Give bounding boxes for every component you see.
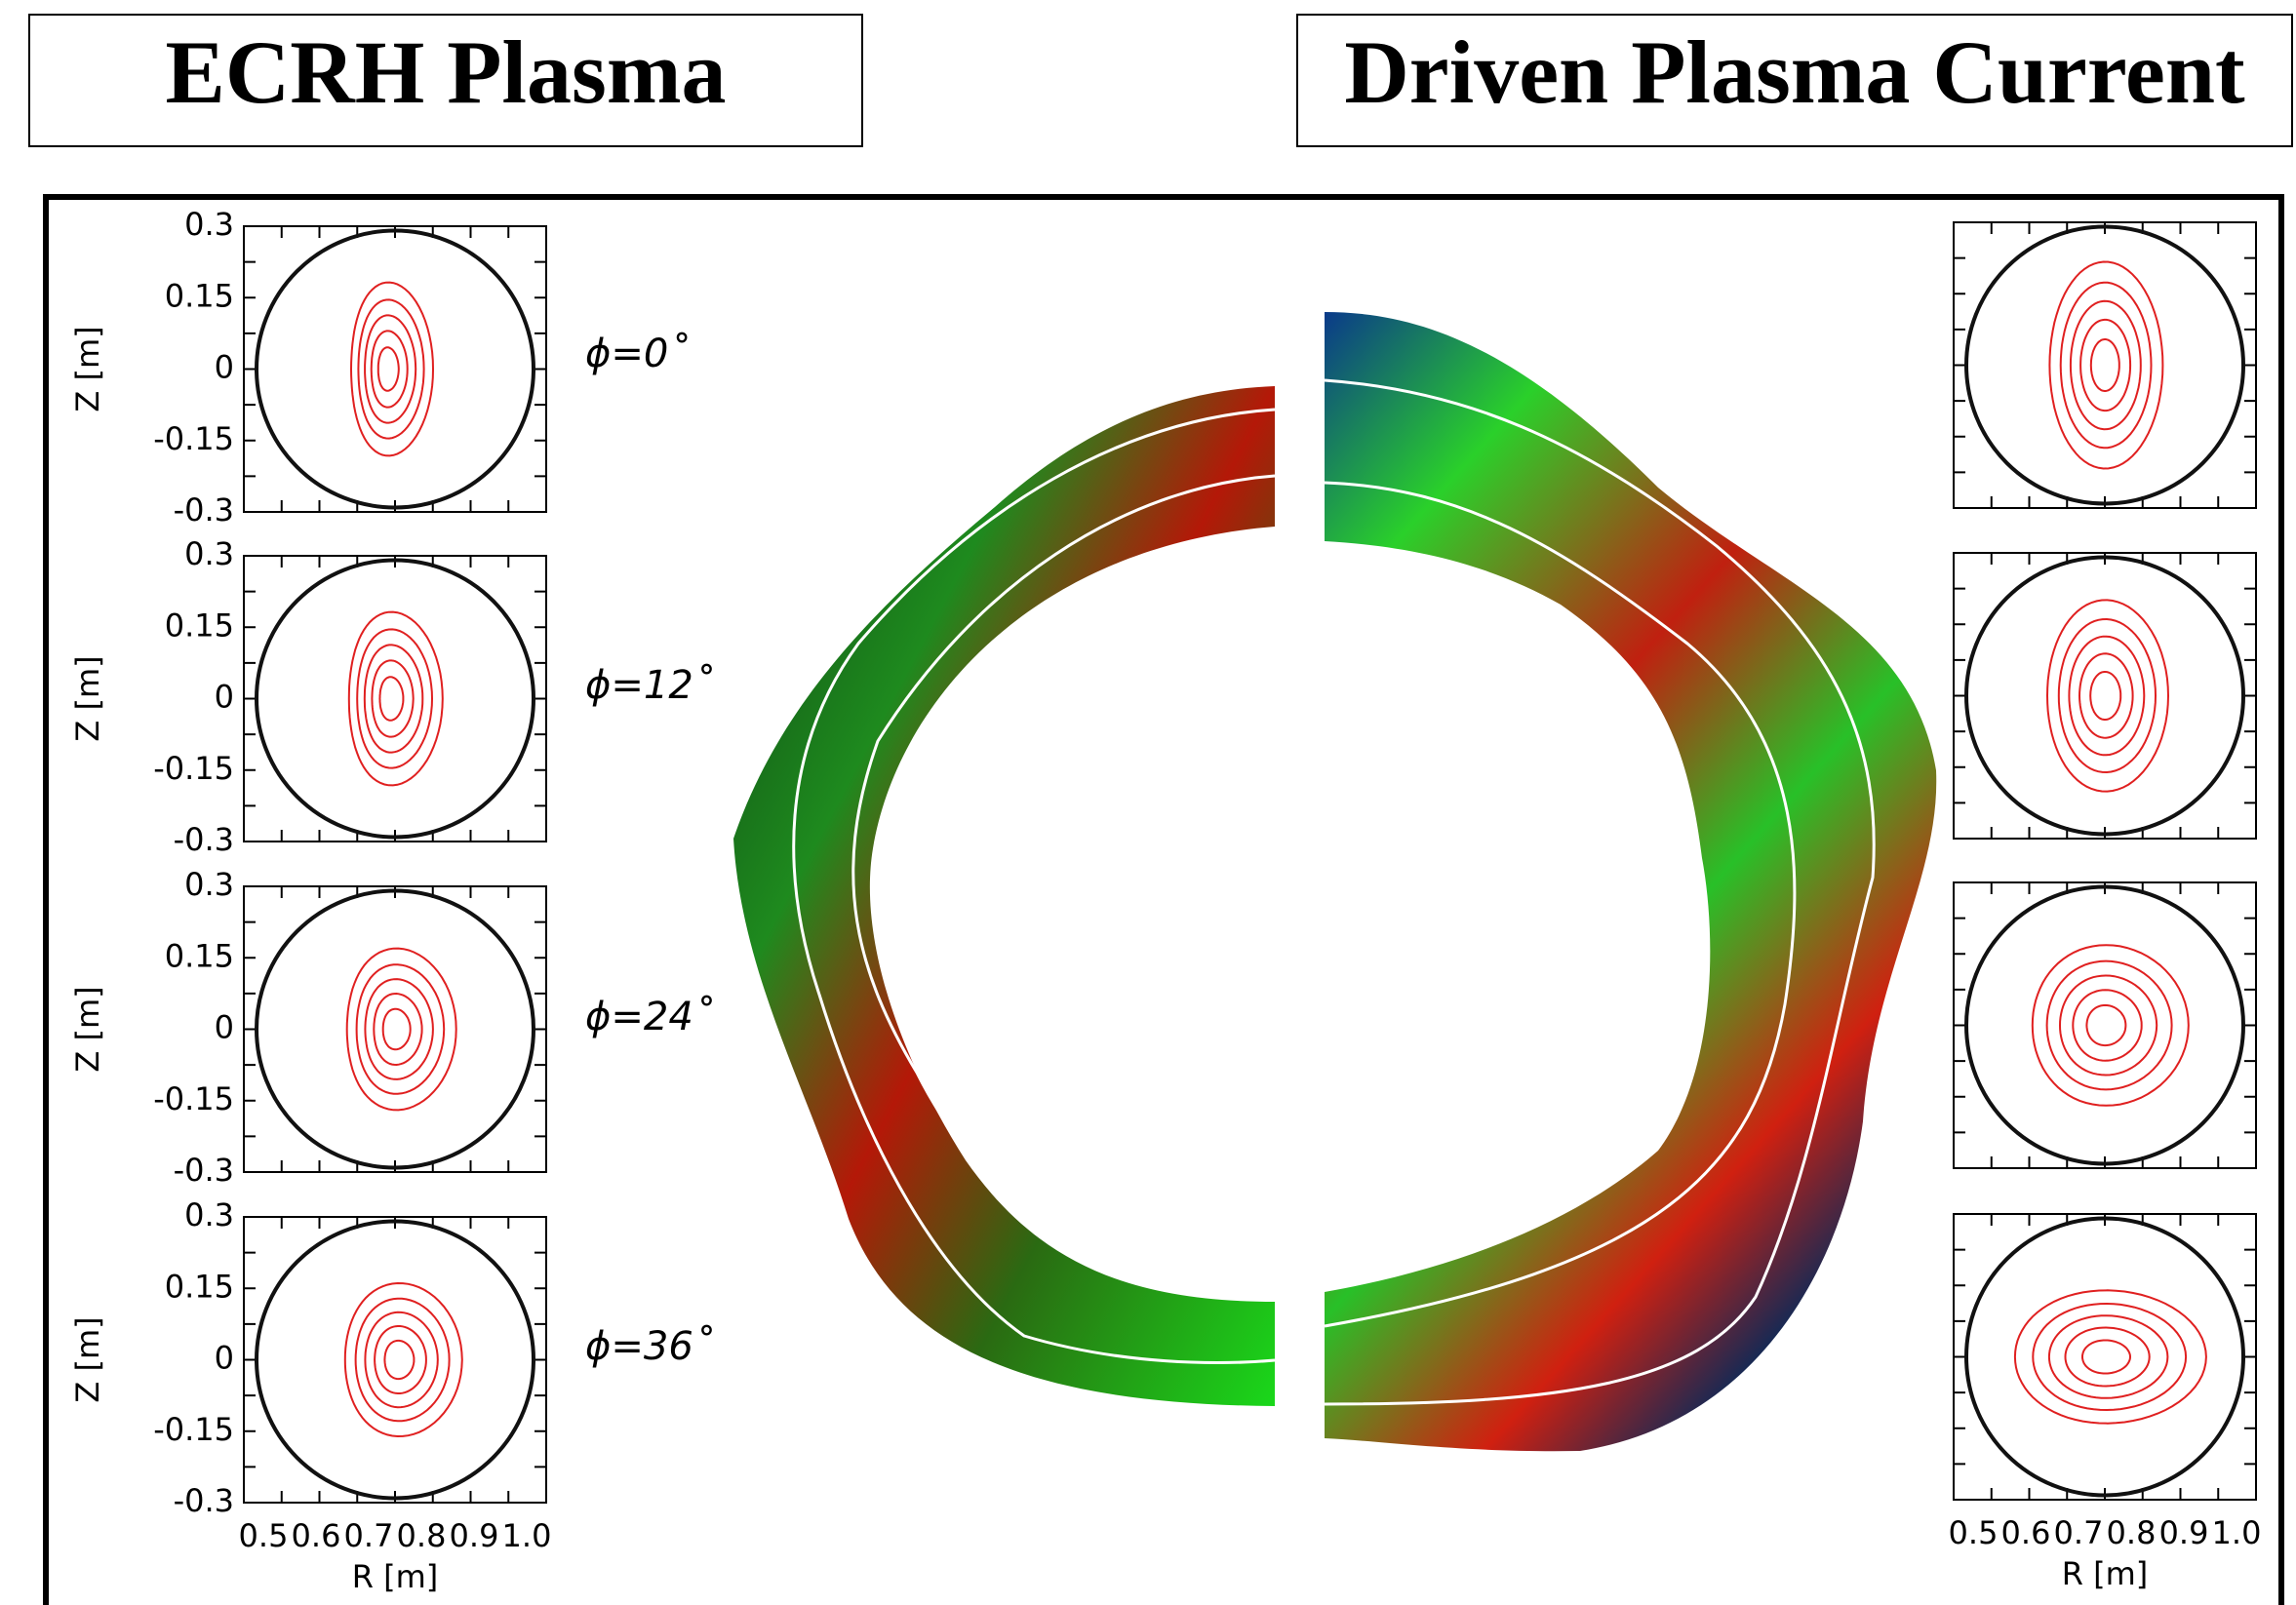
plot-box [244,1217,546,1503]
vessel-wall [1966,1219,2243,1496]
angle-label: ϕ=0˚ [585,332,688,376]
x-tick-label: 0.5 [1949,1514,1999,1551]
x-tick-label: 0.8 [2107,1514,2157,1551]
y-axis-label: Z [m] [69,655,106,741]
flux-surface [2073,990,2141,1060]
x-tick-label: 0.5 [239,1517,289,1554]
y-tick-label: 0.3 [184,535,234,572]
y-tick-label: -0.3 [174,491,234,528]
flux-surface [356,1299,450,1422]
header-title: ECRH Plasma [166,22,727,122]
torus [733,312,1936,1451]
y-tick-label: 0.3 [184,206,234,243]
flux-surface [2066,1328,2150,1387]
flux-surface [2091,339,2119,391]
flux-surface [357,629,432,767]
y-tick-label: 0 [215,1340,234,1377]
plot-box [1954,222,2256,508]
flux-surface [2049,262,2162,469]
x-tick-label: 0.7 [344,1517,394,1554]
flux-surface [351,283,433,456]
flux-surface [2033,1304,2186,1410]
y-tick-label: 0.3 [184,866,234,903]
y-tick-label: 0 [215,1009,234,1046]
plot-box [244,226,546,512]
flux-surface [2033,945,2189,1106]
flux-surface [383,1009,411,1049]
flux-surface [2061,283,2152,449]
y-tick-label: -0.3 [174,1482,234,1519]
flux-surface [374,994,421,1065]
y-tick-label: 0.15 [165,937,234,974]
flux-surface [2080,320,2130,411]
torus-right-half [1325,312,1936,1451]
plot-box [244,886,546,1172]
vessel-wall [257,561,534,838]
y-tick-label: 0.3 [184,1196,234,1233]
vessel-wall [257,891,534,1168]
flux-surface [2015,1290,2206,1423]
x-tick-label: 0.7 [2054,1514,2104,1551]
flux-surface [357,964,445,1094]
flux-surface [2086,1005,2125,1045]
vessel-wall [1966,887,2243,1164]
y-tick-label: 0 [215,679,234,716]
flux-surface [2047,600,2168,791]
flux-surface [2059,619,2156,772]
vessel-wall [1966,558,2243,835]
flux-surface [345,1283,462,1436]
y-tick-label: 0.15 [165,607,234,644]
plot-box [1954,1214,2256,1500]
flux-surface [372,660,413,736]
page: ECRH Plasma Driven Plasma Current 0.3 0.1… [0,0,2296,1605]
x-tick-label: 1.0 [2212,1514,2262,1551]
plot-box [244,556,546,842]
torus-left-half [733,386,1275,1406]
x-axis-label: R [m] [352,1558,439,1595]
y-axis-label: Z [m] [69,986,106,1072]
y-tick-label: -0.15 [153,1411,234,1448]
y-axis-label: Z [m] [69,326,106,411]
y-tick-label: 0 [215,349,234,386]
plot-box [1954,882,2256,1168]
vessel-wall [257,1222,534,1499]
angle-label: ϕ=12˚ [585,663,713,708]
vessel-wall [1966,227,2243,504]
flux-surface [349,612,443,786]
flux-surface [378,347,399,390]
y-tick-label: -0.15 [153,1080,234,1117]
y-tick-label: -0.15 [153,420,234,457]
x-tick-label: 1.0 [502,1517,552,1554]
flux-surface [372,331,408,407]
flux-surface [2090,672,2120,720]
figure: ECRH Plasma Driven Plasma Current 0.3 0.1… [0,0,2296,1605]
y-tick-label: -0.3 [174,1152,234,1189]
angle-label: ϕ=36˚ [585,1324,713,1369]
x-tick-label: 0.9 [2159,1514,2209,1551]
header-title: Driven Plasma Current [1344,22,2245,122]
flux-surface [347,949,456,1111]
flux-surface [358,299,423,438]
y-tick-label: 0.15 [165,277,234,314]
vessel-wall [257,231,534,508]
x-axis-label: R [m] [2062,1555,2149,1592]
x-tick-label: 0.9 [450,1517,499,1554]
flux-surface [2082,1341,2130,1374]
x-tick-label: 0.8 [397,1517,447,1554]
flux-surface [2079,653,2133,737]
y-tick-label: 0.15 [165,1268,234,1305]
angle-label: ϕ=24˚ [585,995,713,1039]
flux-surface [384,1341,414,1379]
flux-surface [375,1326,426,1393]
y-tick-label: -0.3 [174,821,234,858]
y-tick-label: -0.15 [153,750,234,787]
flux-surface [379,677,403,720]
x-tick-label: 0.6 [2001,1514,2051,1551]
plot-box [1954,553,2256,839]
x-tick-label: 0.6 [292,1517,341,1554]
flux-surface [2047,961,2172,1090]
y-axis-label: Z [m] [69,1316,106,1402]
